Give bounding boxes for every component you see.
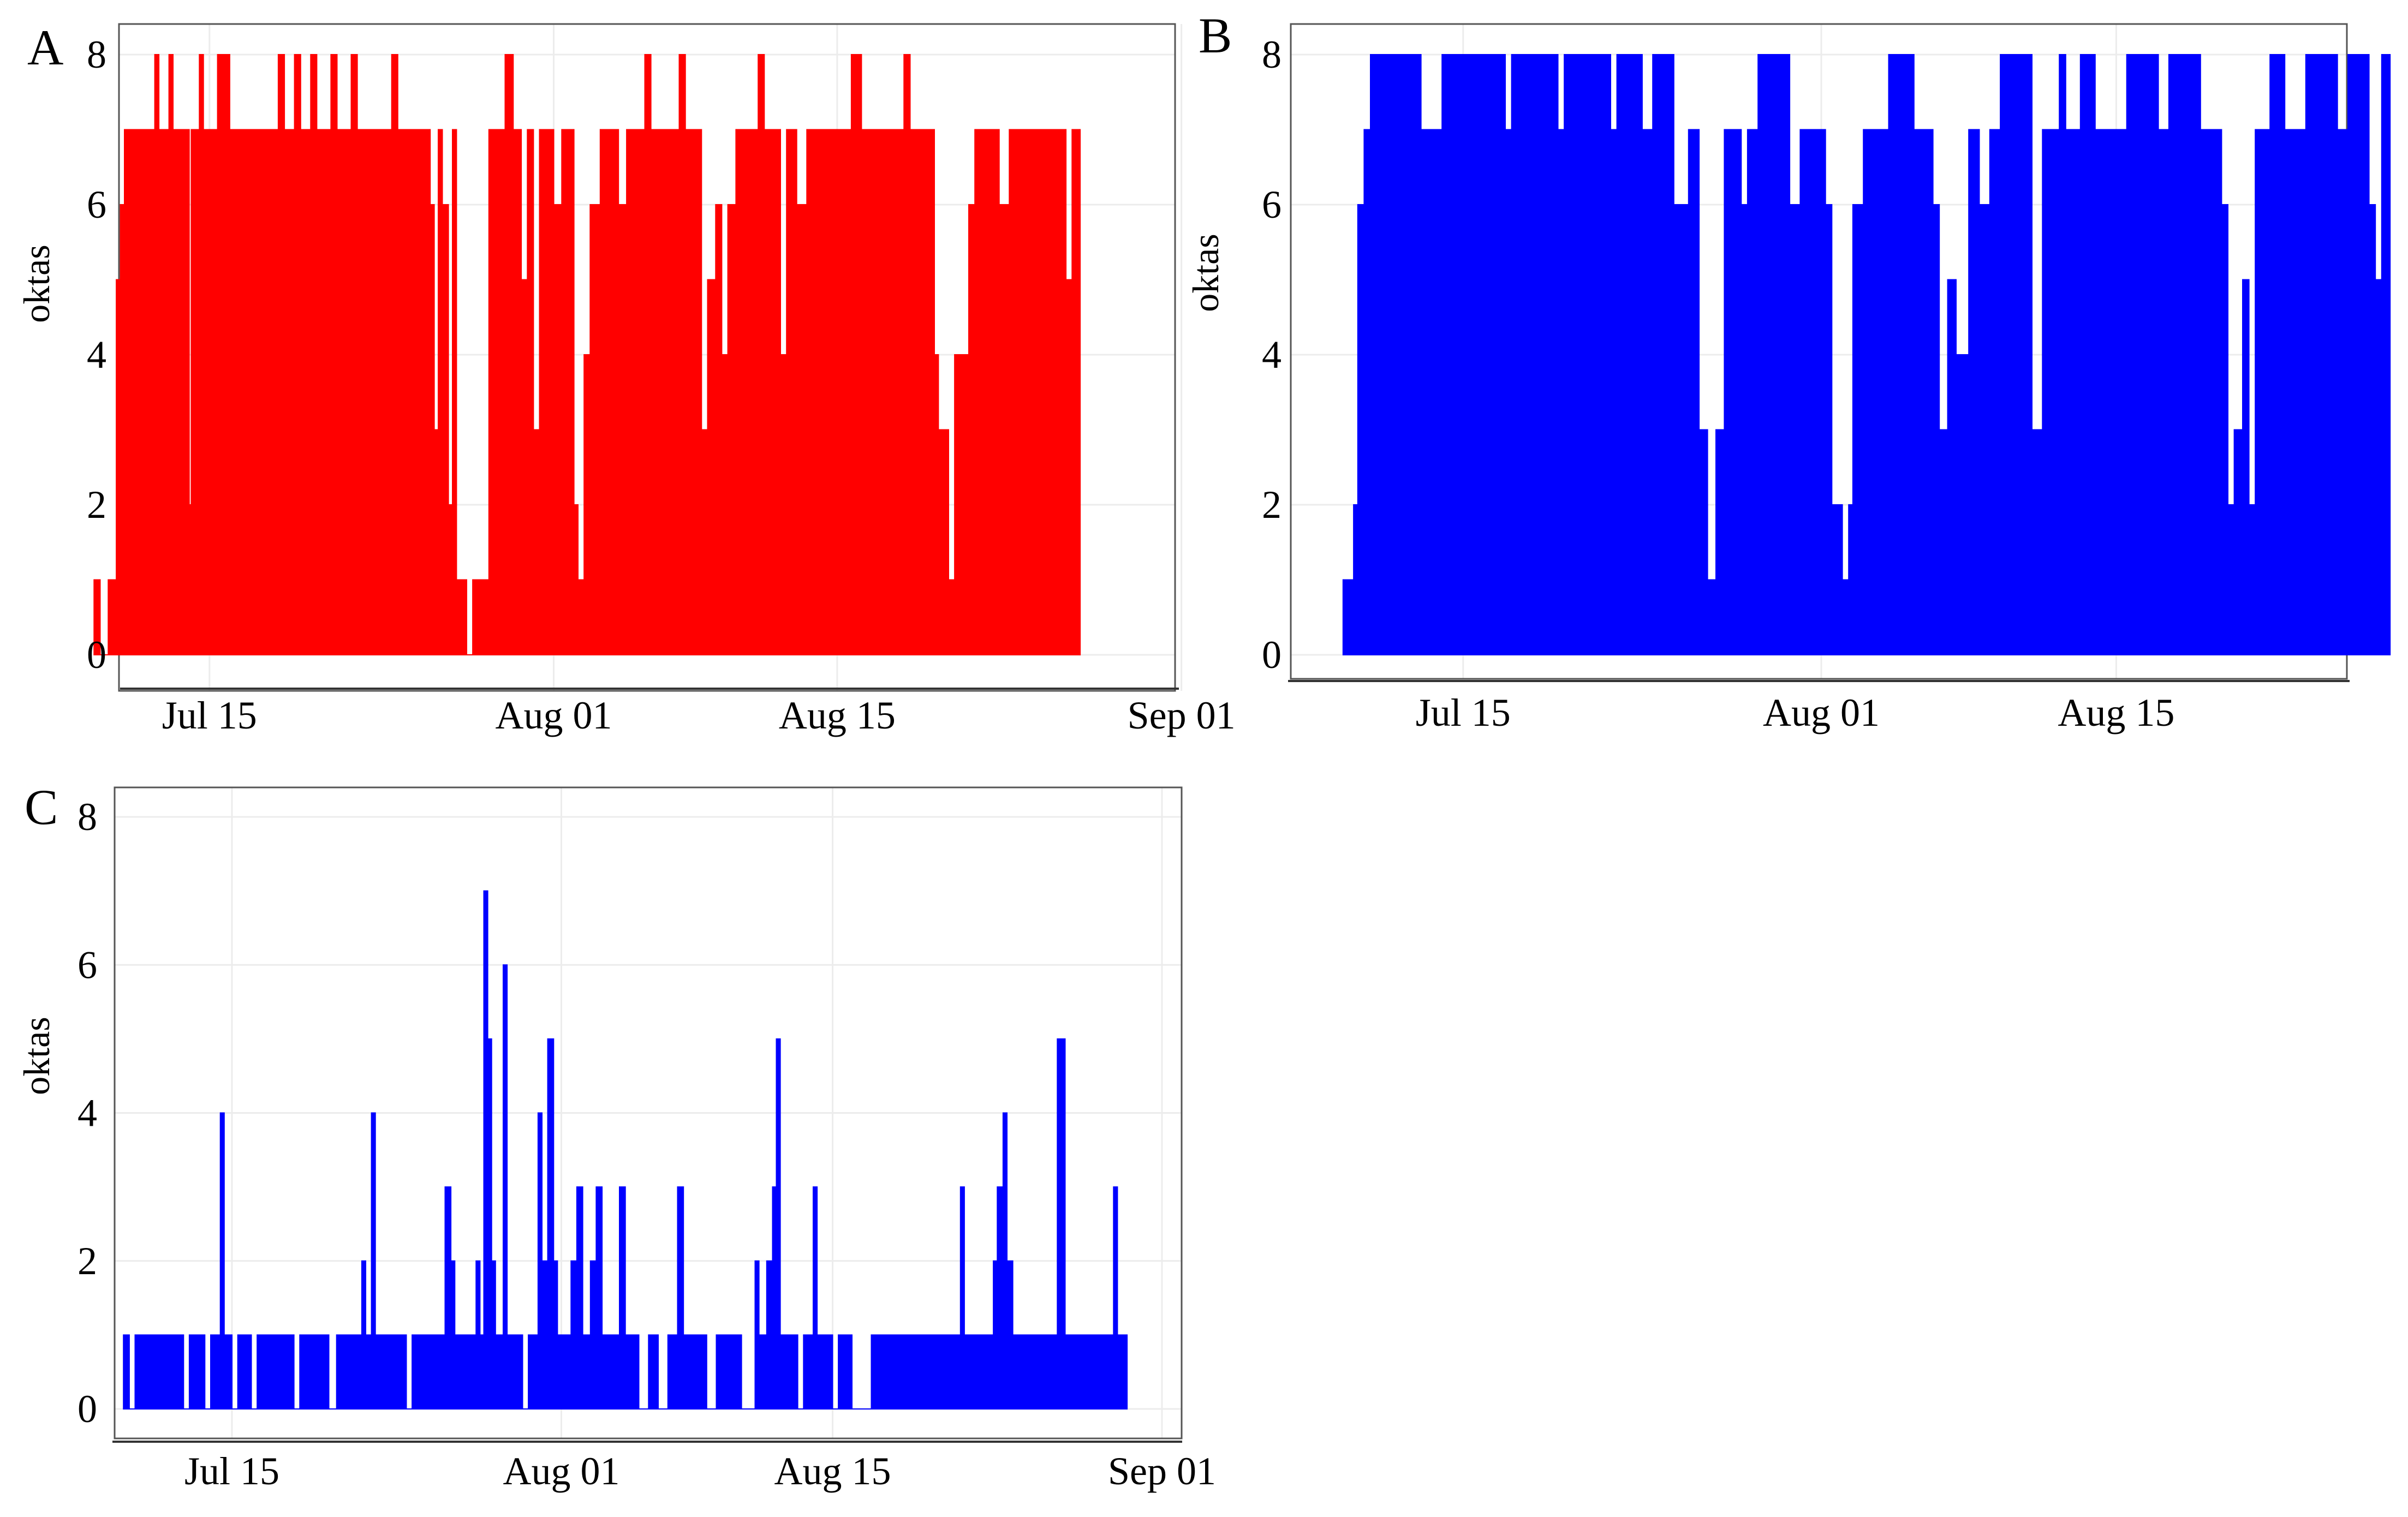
x-tick-label: Aug 15 bbox=[2058, 691, 2174, 734]
y-axis-label: oktas bbox=[16, 1017, 57, 1095]
x-tick-label: Sep 01 bbox=[1128, 694, 1236, 737]
y-tick-label: 2 bbox=[1262, 483, 1282, 527]
y-tick-label: 8 bbox=[78, 795, 97, 839]
y-tick-label: 4 bbox=[87, 333, 106, 377]
x-tick-label: Aug 01 bbox=[496, 694, 612, 737]
panel-letter: B bbox=[1199, 8, 1232, 63]
x-tick-label: Jul 15 bbox=[184, 1449, 279, 1493]
panel-letter: C bbox=[25, 779, 58, 835]
y-tick-label: 0 bbox=[87, 633, 106, 677]
y-tick-label: 4 bbox=[78, 1091, 97, 1135]
y-tick-label: 0 bbox=[1262, 633, 1282, 677]
cloud-cover-area bbox=[93, 54, 1081, 655]
x-tick-label: Aug 15 bbox=[779, 694, 896, 737]
cloud-cover-area bbox=[123, 890, 1128, 1410]
panel-c: 0 2 4 6 8 Jul 15 Aug 01 Aug 15 Sep 01 oktas C bbox=[16, 779, 1216, 1493]
x-tick-label: Jul 15 bbox=[162, 694, 257, 737]
y-axis-label: oktas bbox=[1185, 234, 1226, 312]
y-tick-label: 4 bbox=[1262, 333, 1282, 377]
x-tick-label: Aug 01 bbox=[503, 1449, 620, 1493]
y-tick-label: 2 bbox=[87, 483, 106, 527]
y-tick-label: 0 bbox=[78, 1387, 97, 1431]
y-tick-label: 8 bbox=[87, 33, 106, 76]
plot-frame bbox=[114, 786, 1183, 1440]
y-tick-label: 8 bbox=[1262, 33, 1282, 76]
x-tick-label: Aug 15 bbox=[774, 1449, 891, 1493]
panel-a: 0 2 4 6 8 Jul 15 Aug 01 Aug 15 Sep 01 oktas A bbox=[16, 20, 1236, 737]
y-tick-label: 2 bbox=[78, 1239, 97, 1283]
x-tick-label: Sep 01 bbox=[1108, 1449, 1216, 1493]
x-tick-label: Aug 01 bbox=[1763, 691, 1880, 734]
y-tick-label: 6 bbox=[87, 183, 106, 226]
x-tick-label: Jul 15 bbox=[1416, 691, 1511, 734]
y-tick-label: 6 bbox=[78, 943, 97, 987]
cloud-cover-area bbox=[1342, 54, 2391, 655]
y-tick-label: 6 bbox=[1262, 183, 1282, 226]
y-axis-label: oktas bbox=[16, 244, 57, 323]
panel-letter: A bbox=[27, 20, 63, 75]
